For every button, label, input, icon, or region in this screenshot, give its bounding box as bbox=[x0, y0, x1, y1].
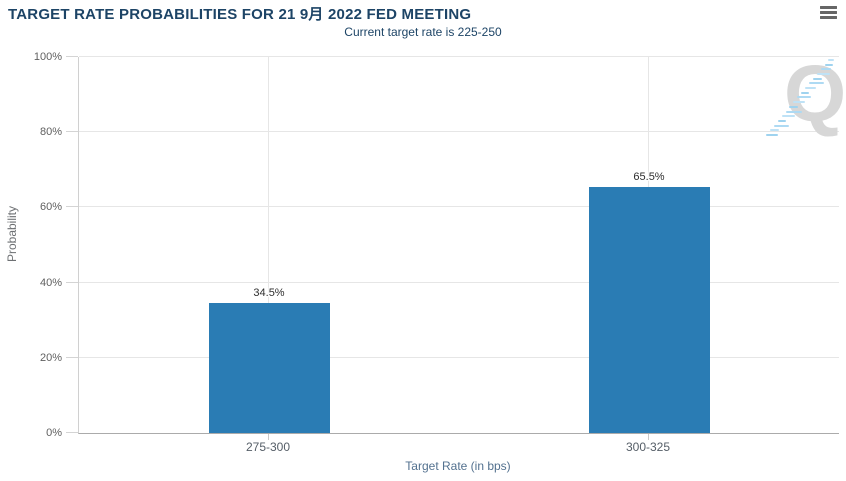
chart-title: TARGET RATE PROBABILITIES FOR 21 9月 2022… bbox=[8, 6, 472, 23]
x-axis-title: Target Rate (in bps) bbox=[405, 459, 511, 473]
y-axis-labels: 0% 20% 40% 60% 80% 100% bbox=[0, 51, 62, 439]
y-gridline bbox=[79, 131, 839, 133]
y-tick-label: 0% bbox=[46, 427, 62, 439]
y-tick bbox=[66, 356, 78, 358]
y-axis-ticks bbox=[66, 56, 78, 433]
y-gridline bbox=[79, 56, 839, 57]
chart-subtitle: Current target rate is 225-250 bbox=[344, 25, 502, 39]
y-tick-label: 40% bbox=[39, 276, 62, 289]
bar-value-label: 65.5% bbox=[633, 170, 665, 183]
bar-300-325[interactable] bbox=[588, 186, 710, 433]
y-tick bbox=[66, 56, 78, 57]
y-gridline bbox=[79, 281, 839, 283]
bar-275-300[interactable] bbox=[208, 303, 330, 433]
hamburger-bar bbox=[820, 6, 837, 9]
y-tick-label: 80% bbox=[39, 126, 62, 139]
x-category-label: 275-300 bbox=[245, 440, 291, 454]
y-tick-label: 60% bbox=[39, 201, 62, 214]
hamburger-bar bbox=[820, 16, 837, 19]
plot-area: 34.5% 65.5% bbox=[78, 56, 839, 434]
y-tick bbox=[66, 281, 78, 283]
bar-value-label: 34.5% bbox=[253, 287, 285, 300]
y-tick bbox=[66, 206, 78, 208]
x-tick bbox=[268, 434, 269, 440]
y-gridline bbox=[79, 356, 839, 358]
x-axis-labels: 275-300 300-325 bbox=[78, 440, 838, 456]
hamburger-menu-icon[interactable] bbox=[820, 6, 837, 19]
y-tick bbox=[66, 432, 78, 433]
hamburger-bar bbox=[820, 11, 837, 14]
x-category-label: 300-325 bbox=[625, 440, 671, 454]
x-gridline bbox=[268, 57, 269, 433]
x-tick bbox=[648, 434, 649, 440]
y-gridline bbox=[79, 206, 839, 208]
y-tick-label: 20% bbox=[39, 351, 62, 364]
y-tick bbox=[66, 131, 78, 133]
y-tick-label: 100% bbox=[33, 51, 62, 63]
x-axis-ticks bbox=[78, 434, 838, 440]
